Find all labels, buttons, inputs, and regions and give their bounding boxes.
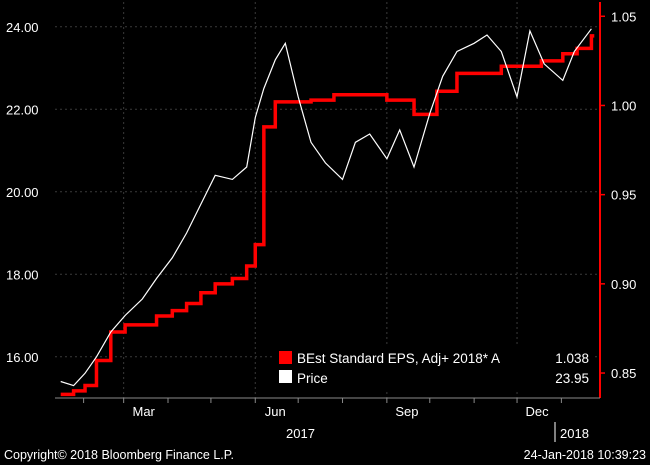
legend-label-price: Price (297, 371, 328, 386)
x-tick-label: Mar (132, 404, 155, 419)
y-right-tick-label: 0.95 (611, 188, 636, 203)
y-left-tick-label: 16.00 (6, 350, 39, 365)
y-right-tick-label: 0.85 (611, 366, 636, 381)
legend-swatch-price (279, 370, 292, 383)
legend-label-eps: BEst Standard EPS, Adj+ 2018* A (297, 351, 500, 366)
x-tick-label: Sep (395, 404, 418, 419)
y-left-tick-label: 18.00 (6, 267, 39, 282)
y-left-tick-label: 22.00 (6, 102, 39, 117)
eps-series-line (60, 34, 595, 397)
x-tick-label: Jun (265, 404, 286, 419)
legend-box (274, 345, 592, 390)
y-left-tick-label: 24.00 (6, 20, 39, 35)
y-right-tick-label: 1.05 (611, 9, 636, 24)
y-left-tick-label: 20.00 (6, 185, 39, 200)
axes (55, 2, 601, 399)
grid (55, 2, 600, 398)
timestamp-text: 24-Jan-2018 10:39:23 (524, 448, 646, 462)
year-label-2018: 2018 (560, 426, 589, 441)
y-right-tick-label: 0.90 (611, 277, 636, 292)
y-right-tick-label: 1.00 (611, 98, 636, 113)
price-series-line (60, 28, 592, 387)
series-layer (60, 28, 595, 397)
legend-value-price: 23.95 (555, 371, 589, 386)
legend-value-eps: 1.038 (555, 351, 589, 366)
y-ticks: 16.00 18.00 20.00 22.00 24.00 0.85 0.90 0.95 1.0… (6, 9, 636, 381)
x-ticks: Mar Jun Sep Dec (83, 398, 562, 419)
year-label-2017: 2017 (286, 426, 315, 441)
copyright-text: Copyright© 2018 Bloomberg Finance L.P. (4, 448, 234, 462)
x-tick-label: Dec (525, 404, 549, 419)
legend-swatch-eps (279, 351, 292, 364)
legend: BEst Standard EPS, Adj+ 2018* A 1.038 Pr… (274, 345, 592, 390)
